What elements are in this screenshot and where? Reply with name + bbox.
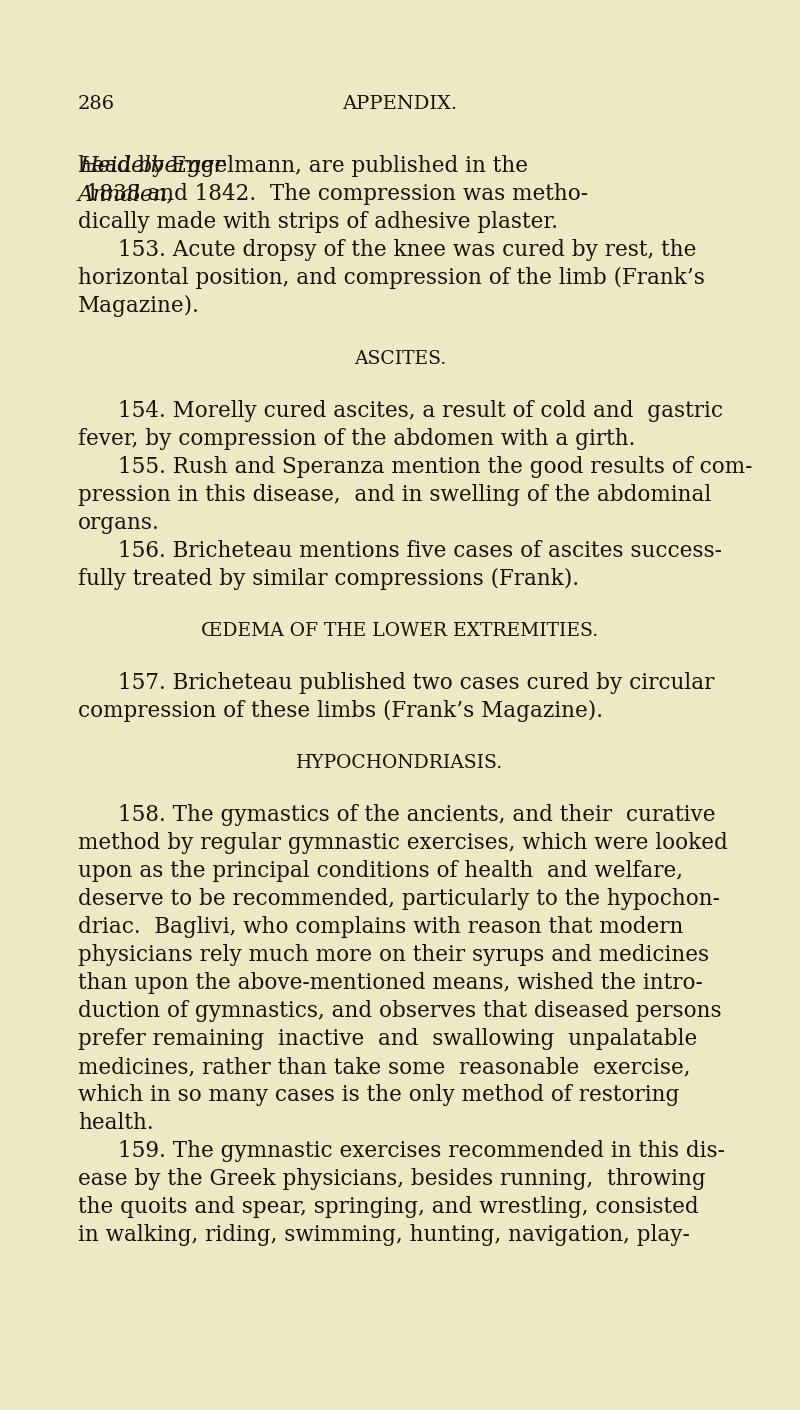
Text: method by regular gymnastic exercises, which were looked: method by regular gymnastic exercises, w… bbox=[78, 832, 728, 854]
Text: 157. Bricheteau published two cases cured by circular: 157. Bricheteau published two cases cure… bbox=[118, 673, 714, 694]
Text: in walking, riding, swimming, hunting, navigation, play-: in walking, riding, swimming, hunting, n… bbox=[78, 1224, 690, 1246]
Text: upon as the principal conditions of health  and welfare,: upon as the principal conditions of heal… bbox=[78, 860, 683, 883]
Text: health.: health. bbox=[78, 1112, 154, 1134]
Text: 156. Bricheteau mentions five cases of ascites success-: 156. Bricheteau mentions five cases of a… bbox=[118, 540, 722, 563]
Text: fever, by compression of the abdomen with a girth.: fever, by compression of the abdomen wit… bbox=[78, 429, 635, 450]
Text: duction of gymnastics, and observes that diseased persons: duction of gymnastics, and observes that… bbox=[78, 1000, 722, 1022]
Text: the quoits and spear, springing, and wrestling, consisted: the quoits and spear, springing, and wre… bbox=[78, 1196, 698, 1218]
Text: 155. Rush and Speranza mention the good results of com-: 155. Rush and Speranza mention the good … bbox=[118, 455, 753, 478]
Text: head by Engelmann, are published in the: head by Engelmann, are published in the bbox=[78, 155, 535, 178]
Text: ASCITES.: ASCITES. bbox=[354, 350, 446, 368]
Text: 158. The gymastics of the ancients, and their  curative: 158. The gymastics of the ancients, and … bbox=[118, 804, 715, 826]
Text: physicians rely much more on their syrups and medicines: physicians rely much more on their syrup… bbox=[78, 945, 709, 966]
Text: APPENDIX.: APPENDIX. bbox=[342, 94, 458, 113]
Text: driac.  Baglivi, who complains with reason that modern: driac. Baglivi, who complains with reaso… bbox=[78, 916, 683, 938]
Text: pression in this disease,  and in swelling of the abdominal: pression in this disease, and in swellin… bbox=[78, 484, 711, 506]
Text: ŒDEMA OF THE LOWER EXTREMITIES.: ŒDEMA OF THE LOWER EXTREMITIES. bbox=[202, 622, 598, 640]
Text: 159. The gymnastic exercises recommended in this dis-: 159. The gymnastic exercises recommended… bbox=[118, 1141, 725, 1162]
Text: Heidelberger: Heidelberger bbox=[79, 155, 224, 178]
Text: HYPOCHONDRIASIS.: HYPOCHONDRIASIS. bbox=[297, 754, 503, 773]
Text: 1838 and 1842.  The compression was metho-: 1838 and 1842. The compression was metho… bbox=[79, 183, 588, 204]
Text: ease by the Greek physicians, besides running,  throwing: ease by the Greek physicians, besides ru… bbox=[78, 1167, 706, 1190]
Text: which in so many cases is the only method of restoring: which in so many cases is the only metho… bbox=[78, 1084, 679, 1105]
Text: than upon the above-mentioned means, wished the intro-: than upon the above-mentioned means, wis… bbox=[78, 971, 703, 994]
Text: 286: 286 bbox=[78, 94, 115, 113]
Text: prefer remaining  inactive  and  swallowing  unpalatable: prefer remaining inactive and swallowing… bbox=[78, 1028, 698, 1050]
Text: Annalen,: Annalen, bbox=[78, 183, 174, 204]
Text: 154. Morelly cured ascites, a result of cold and  gastric: 154. Morelly cured ascites, a result of … bbox=[118, 400, 723, 422]
Text: deserve to be recommended, particularly to the hypochon-: deserve to be recommended, particularly … bbox=[78, 888, 720, 909]
Text: fully treated by similar compressions (Frank).: fully treated by similar compressions (F… bbox=[78, 568, 579, 591]
Text: Magazine).: Magazine). bbox=[78, 295, 200, 317]
Text: horizontal position, and compression of the limb (Frank’s: horizontal position, and compression of … bbox=[78, 266, 705, 289]
Text: dically made with strips of adhesive plaster.: dically made with strips of adhesive pla… bbox=[78, 212, 558, 233]
Text: medicines, rather than take some  reasonable  exercise,: medicines, rather than take some reasona… bbox=[78, 1056, 690, 1079]
Text: 153. Acute dropsy of the knee was cured by rest, the: 153. Acute dropsy of the knee was cured … bbox=[118, 240, 696, 261]
Text: organs.: organs. bbox=[78, 512, 160, 534]
Text: compression of these limbs (Frank’s Magazine).: compression of these limbs (Frank’s Maga… bbox=[78, 699, 603, 722]
